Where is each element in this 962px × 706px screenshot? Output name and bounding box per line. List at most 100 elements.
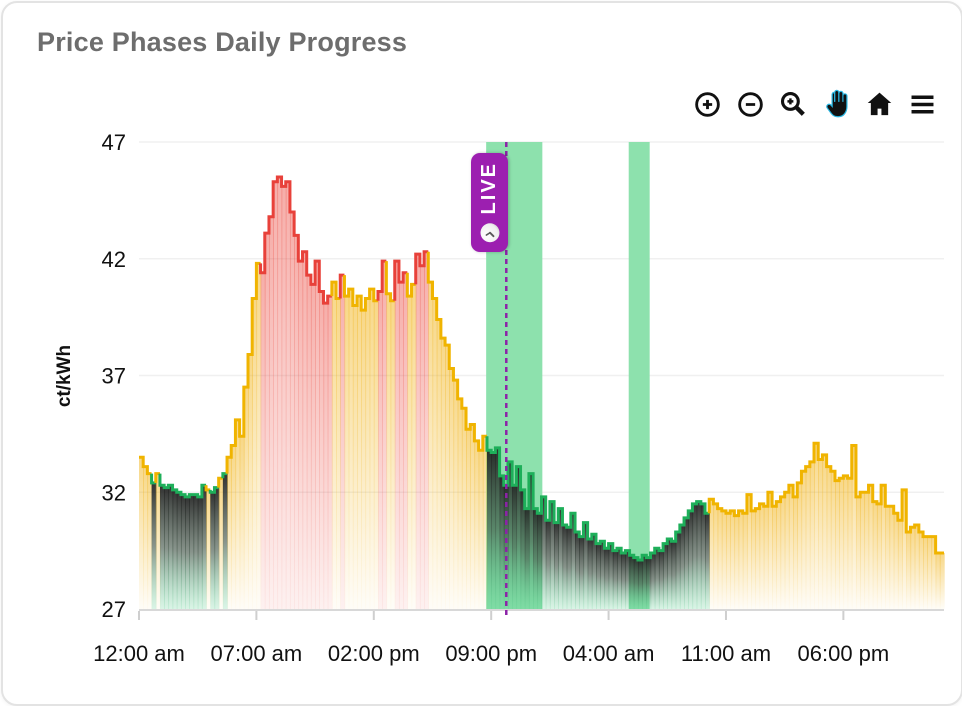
price-area-fill	[855, 496, 861, 609]
price-area-fill	[868, 485, 874, 609]
price-area-fill	[369, 289, 375, 609]
pan-button[interactable]	[817, 85, 855, 123]
price-area-fill	[734, 515, 740, 609]
price-line-segment	[707, 441, 944, 555]
home-icon	[867, 92, 891, 115]
price-area-fill	[159, 485, 165, 609]
price-area-fill	[923, 536, 928, 609]
price-area-fill	[675, 531, 681, 609]
price-area-fill	[227, 457, 232, 609]
y-tick-label: 47	[102, 130, 126, 155]
price-area-fill	[549, 501, 555, 609]
price-area-fill	[646, 557, 652, 609]
magnifier-zoom-icon	[780, 91, 805, 116]
price-area-fill	[323, 303, 329, 609]
y-tick-label: 42	[102, 247, 126, 272]
price-area-fill	[746, 494, 752, 609]
price-area-fill	[554, 522, 559, 609]
zoom-out-button[interactable]	[731, 85, 769, 123]
price-area-fill	[180, 494, 186, 609]
price-area-fill	[742, 513, 748, 609]
price-area-fill	[147, 473, 153, 609]
price-area-fill	[851, 445, 857, 609]
box-zoom-button[interactable]	[774, 85, 812, 123]
price-area-fill	[319, 291, 325, 609]
price-area-fill	[772, 506, 777, 609]
price-area-fill	[491, 452, 497, 609]
price-area-fill	[507, 461, 513, 609]
price-area-fill	[738, 510, 744, 609]
price-area-fill	[834, 480, 840, 609]
price-line-segment	[342, 275, 378, 312]
price-area-fill	[889, 506, 895, 609]
price-area-fill	[730, 510, 736, 609]
price-area-fill	[432, 298, 438, 609]
price-area-fill	[449, 368, 455, 609]
price-area-fill	[474, 440, 480, 609]
price-area-fill	[839, 478, 845, 609]
menu-button[interactable]	[903, 85, 941, 123]
price-area-fill	[453, 380, 459, 609]
price-area-fill	[239, 436, 245, 609]
price-area-fill	[843, 475, 849, 609]
price-line-segment	[330, 280, 341, 300]
x-tick-label: 11:00 am	[681, 641, 771, 666]
price-area-fill	[709, 499, 715, 609]
price-line-segment	[414, 250, 429, 285]
price-area-fill	[688, 510, 694, 609]
cheap-phase-highlight-band	[628, 142, 650, 609]
price-line-segment	[405, 272, 416, 298]
price-area-fill	[805, 466, 811, 609]
price-area-fill	[847, 478, 853, 609]
price-area-fill	[201, 485, 207, 609]
price-area-fill	[763, 506, 769, 609]
price-area-fill	[705, 513, 710, 609]
price-line-segment	[426, 251, 487, 452]
plot-area[interactable]: 12:00 am 07:00 am 02:00 pm 09:00 pm 04:00 am…	[3, 3, 962, 706]
price-area-fill	[625, 550, 631, 609]
price-area-fill	[642, 555, 648, 609]
price-area-fill	[721, 510, 727, 609]
price-area-fill	[197, 496, 203, 609]
price-area-fill	[612, 550, 618, 609]
price-area-fill	[139, 457, 144, 609]
price-area-fill	[189, 494, 195, 609]
price-area-fill	[457, 398, 463, 609]
price-area-fill	[793, 496, 798, 609]
price-area-fill	[671, 541, 677, 609]
price-area-fill	[461, 408, 467, 609]
price-area-fill	[876, 503, 882, 609]
price-area-fill	[357, 296, 362, 609]
price-area-fill	[206, 489, 211, 609]
price-area-fill	[268, 216, 274, 609]
price-area-fill	[382, 261, 388, 609]
hamburger-menu-icon	[911, 95, 933, 113]
price-line-segment	[384, 261, 395, 303]
reset-home-button[interactable]	[860, 85, 898, 123]
price-area-fill	[252, 298, 258, 609]
price-area-fill	[499, 475, 505, 609]
price-area-fill	[306, 275, 312, 609]
price-area-fill	[478, 450, 484, 609]
price-area-fill	[637, 559, 643, 609]
price-line-segment	[208, 486, 219, 494]
price-area-fill	[583, 522, 589, 609]
price-area-fill	[864, 492, 870, 609]
price-line-segment	[204, 485, 211, 492]
live-badge: LIVE	[471, 153, 508, 252]
price-area-fill	[361, 310, 367, 609]
price-area-fill	[348, 289, 354, 609]
price-area-fill	[289, 212, 295, 610]
clock-icon	[480, 223, 499, 243]
live-badge-label: LIVE	[478, 162, 500, 215]
price-area-fill	[277, 177, 283, 609]
price-area-fill	[897, 520, 903, 609]
price-area-fill	[755, 508, 761, 609]
price-area-fill	[516, 466, 522, 609]
zoom-in-button[interactable]	[688, 85, 726, 123]
y-tick-label: 32	[102, 480, 126, 505]
price-area-fill	[524, 508, 530, 609]
price-area-fill	[235, 419, 241, 609]
price-area-fill	[658, 550, 664, 609]
price-area-fill	[294, 235, 300, 609]
